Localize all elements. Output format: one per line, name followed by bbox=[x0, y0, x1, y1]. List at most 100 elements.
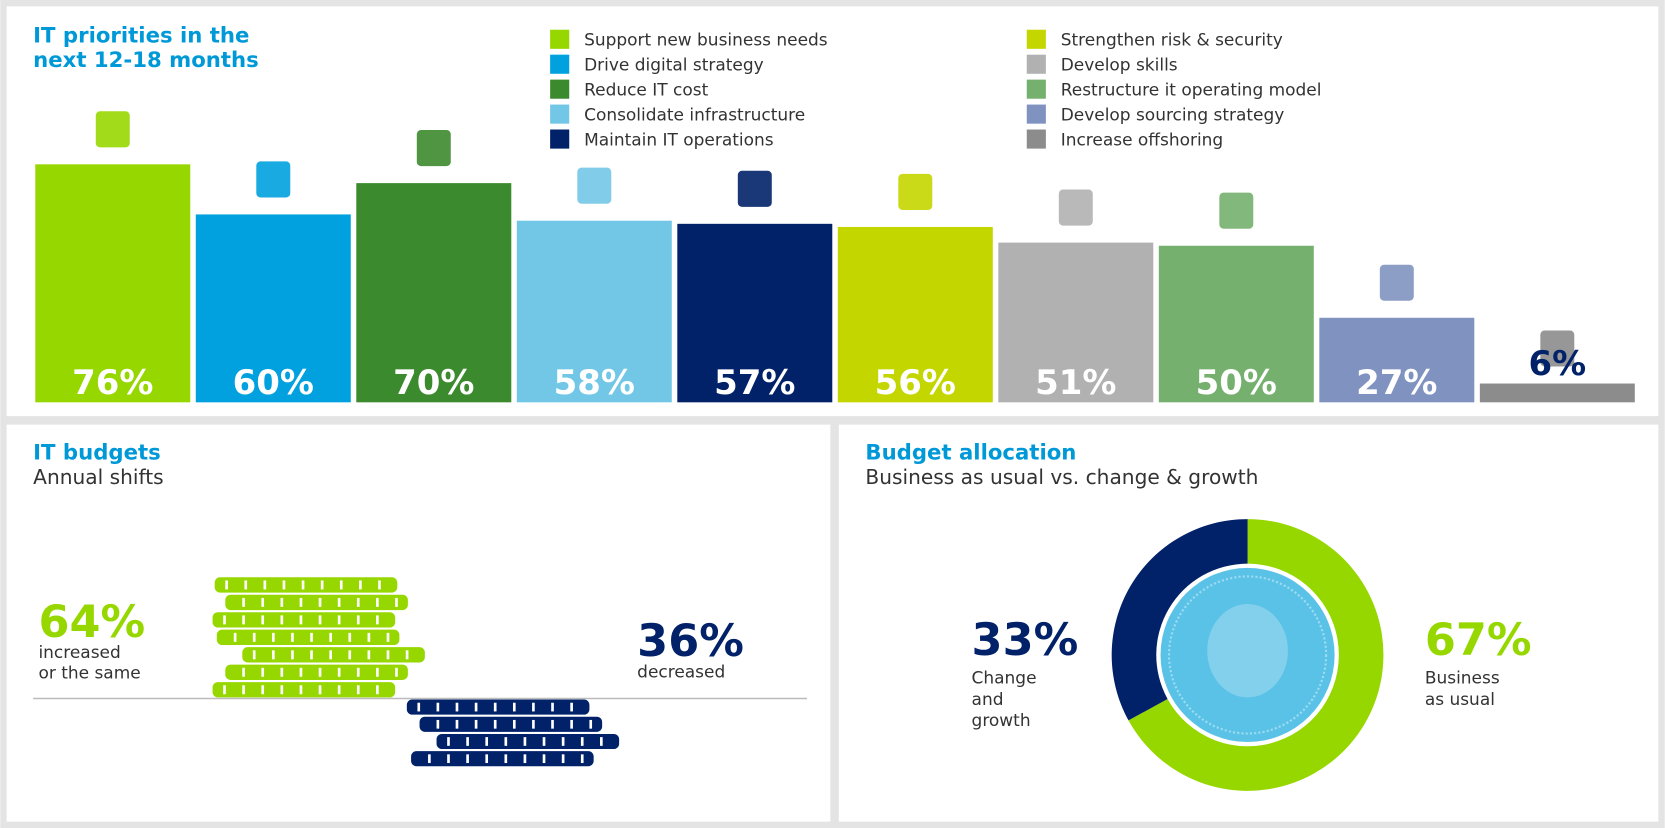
coin-edge bbox=[532, 719, 535, 729]
bar bbox=[1158, 245, 1314, 403]
coin-row bbox=[212, 612, 396, 628]
coin-edge bbox=[561, 754, 565, 764]
coin-edge bbox=[291, 650, 294, 660]
coin-edge bbox=[570, 719, 573, 729]
donut-segment bbox=[1111, 519, 1248, 721]
coin-edge bbox=[310, 650, 313, 660]
coin-edge bbox=[542, 754, 546, 764]
legend-label: Strengthen risk & security bbox=[1061, 31, 1283, 51]
bar bbox=[1319, 317, 1475, 403]
coin-edge bbox=[223, 615, 226, 625]
coin-edge bbox=[223, 685, 226, 695]
bar bbox=[356, 183, 512, 403]
coin-edge bbox=[376, 615, 379, 625]
coin-edge bbox=[356, 597, 360, 607]
coin-edge bbox=[242, 685, 245, 695]
coin-edge bbox=[386, 632, 390, 642]
coin-edge bbox=[318, 597, 322, 607]
coin-row bbox=[212, 682, 396, 698]
category-label: increased or the same bbox=[38, 643, 140, 683]
coin-edge bbox=[561, 737, 565, 746]
coin-edge bbox=[310, 632, 313, 642]
legend-label: Drive digital strategy bbox=[584, 56, 764, 76]
coin-edge bbox=[376, 667, 379, 677]
legend-swatch bbox=[550, 104, 570, 124]
value-label: 33% bbox=[972, 614, 1079, 666]
legend-swatch bbox=[550, 29, 570, 49]
coin-edge bbox=[436, 719, 440, 729]
coin-edge bbox=[299, 667, 303, 677]
value-label: 36% bbox=[637, 615, 744, 667]
icon bbox=[256, 161, 291, 198]
coin-edge bbox=[356, 685, 360, 695]
coin-edge bbox=[318, 685, 322, 695]
coin-edge bbox=[512, 702, 516, 712]
icon bbox=[416, 130, 451, 167]
coin-edge bbox=[376, 685, 379, 695]
coin-edge bbox=[242, 667, 245, 677]
chart-subtitle: Business as usual vs. change & growth bbox=[865, 465, 1258, 489]
coin-edge bbox=[242, 615, 245, 625]
bar bbox=[1479, 383, 1635, 403]
coin-edge bbox=[299, 685, 303, 695]
coin-row bbox=[411, 751, 594, 767]
coin-edge bbox=[447, 754, 450, 764]
coin-edge bbox=[589, 719, 593, 729]
chart-title: IT budgets bbox=[33, 441, 161, 466]
coin-edge bbox=[356, 667, 360, 677]
bar bbox=[516, 220, 672, 403]
coin-edge bbox=[225, 580, 228, 590]
coin-edge bbox=[386, 650, 390, 660]
legend-label: Develop sourcing strategy bbox=[1061, 105, 1285, 125]
coin-edge bbox=[329, 632, 332, 642]
coin-edge bbox=[474, 702, 478, 712]
legend-swatch bbox=[1026, 54, 1046, 74]
coin-edge bbox=[261, 615, 265, 625]
coin-edge bbox=[329, 650, 332, 660]
value-label: 60% bbox=[233, 363, 314, 403]
coin-edge bbox=[282, 580, 286, 590]
value-label: 64% bbox=[38, 596, 145, 648]
coin-edge bbox=[291, 632, 294, 642]
coin-edge bbox=[504, 737, 508, 746]
coin-edge bbox=[474, 719, 478, 729]
value-label: 56% bbox=[875, 363, 956, 403]
coin-edge bbox=[261, 667, 265, 677]
coin-edge bbox=[318, 667, 322, 677]
value-label: 57% bbox=[714, 363, 795, 403]
coin-stack bbox=[212, 577, 425, 698]
icon bbox=[577, 167, 612, 204]
value-label: 27% bbox=[1356, 363, 1437, 403]
coin-edge bbox=[493, 719, 497, 729]
coin-edge bbox=[466, 754, 469, 764]
coin-edge bbox=[523, 754, 527, 764]
coin-row bbox=[225, 594, 408, 611]
coin-edge bbox=[280, 667, 284, 677]
coin-edge bbox=[337, 597, 341, 607]
coin-row bbox=[242, 647, 425, 663]
coin-stack bbox=[406, 699, 620, 767]
legend-swatch bbox=[1026, 129, 1046, 149]
chart-subtitle: Annual shifts bbox=[33, 465, 164, 489]
coin-edge bbox=[252, 632, 256, 642]
coin-edge bbox=[551, 702, 554, 712]
chart-title: Budget allocation bbox=[865, 441, 1076, 466]
category-label: Business as usual bbox=[1425, 669, 1500, 710]
value-label: 67% bbox=[1425, 614, 1532, 666]
bar bbox=[998, 242, 1154, 403]
legend-label: Reduce IT cost bbox=[584, 81, 708, 101]
coin-edge bbox=[320, 580, 324, 590]
coin-edge bbox=[299, 615, 303, 625]
coin-edge bbox=[299, 597, 303, 607]
coin-edge bbox=[261, 685, 265, 695]
value-label: 50% bbox=[1196, 363, 1277, 403]
legend-label: Maintain IT operations bbox=[584, 130, 774, 150]
coin-edge bbox=[376, 597, 379, 607]
coin-edge bbox=[301, 580, 305, 590]
coin-edge bbox=[405, 650, 409, 660]
coin-rim bbox=[1167, 575, 1328, 735]
value-label: 6% bbox=[1528, 344, 1586, 384]
value-label: 51% bbox=[1035, 363, 1116, 403]
coin-edge bbox=[580, 737, 584, 746]
